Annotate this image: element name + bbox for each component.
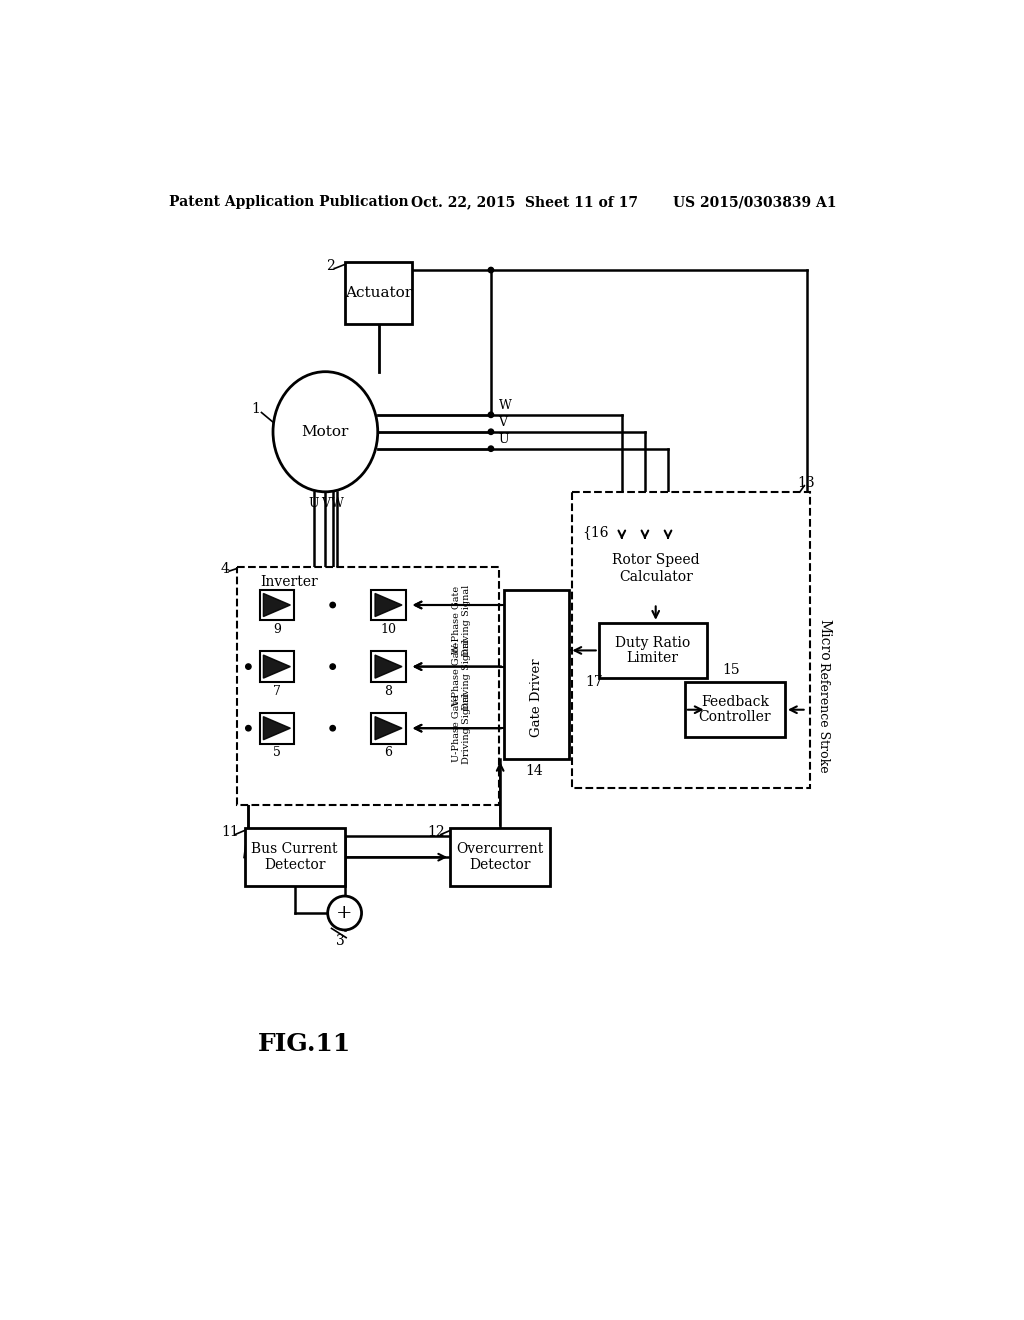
Bar <box>371 590 406 620</box>
Polygon shape <box>263 594 291 616</box>
Text: Duty Ratio: Duty Ratio <box>615 636 690 649</box>
Circle shape <box>246 726 251 731</box>
Ellipse shape <box>273 372 378 492</box>
Text: 10: 10 <box>381 623 396 636</box>
Circle shape <box>488 429 494 434</box>
Text: +: + <box>336 904 353 921</box>
Text: Detector: Detector <box>469 858 530 873</box>
Text: U: U <box>308 496 319 510</box>
Bar <box>599 623 707 678</box>
Bar <box>451 829 550 886</box>
Text: V: V <box>321 496 330 510</box>
Text: 1: 1 <box>252 401 260 416</box>
Polygon shape <box>375 655 402 678</box>
Bar <box>245 829 345 886</box>
Bar <box>259 651 294 682</box>
Text: FIG.11: FIG.11 <box>258 1032 351 1056</box>
Bar <box>504 590 569 759</box>
Text: W: W <box>331 496 343 510</box>
Bar <box>345 263 413 323</box>
Text: 2: 2 <box>327 259 335 273</box>
Text: V: V <box>499 416 508 429</box>
Text: Controller: Controller <box>698 710 771 725</box>
Circle shape <box>246 664 251 669</box>
Circle shape <box>330 726 336 731</box>
Bar <box>685 682 785 738</box>
Bar <box>237 566 499 805</box>
Polygon shape <box>263 655 291 678</box>
Bar <box>571 492 810 788</box>
Text: U-Phase Gate
Driving Signal: U-Phase Gate Driving Signal <box>452 693 471 764</box>
Text: 17: 17 <box>585 675 602 689</box>
Text: 8: 8 <box>384 685 392 698</box>
Text: 14: 14 <box>525 763 543 777</box>
Text: Bus Current: Bus Current <box>251 842 338 857</box>
Circle shape <box>488 412 494 417</box>
Text: Rotor Speed: Rotor Speed <box>612 553 699 568</box>
Text: 12: 12 <box>427 825 445 840</box>
Bar <box>259 590 294 620</box>
Bar <box>371 651 406 682</box>
Text: US 2015/0303839 A1: US 2015/0303839 A1 <box>673 195 836 210</box>
Text: Detector: Detector <box>264 858 326 873</box>
Circle shape <box>328 896 361 929</box>
Text: Overcurrent: Overcurrent <box>457 842 544 857</box>
Text: Micro: Micro <box>817 619 831 661</box>
Text: 9: 9 <box>273 623 281 636</box>
Bar <box>371 713 406 743</box>
Text: 11: 11 <box>222 825 240 840</box>
Bar <box>599 536 713 603</box>
Circle shape <box>330 602 336 607</box>
Text: 6: 6 <box>384 746 392 759</box>
Text: 7: 7 <box>273 685 281 698</box>
Text: 5: 5 <box>273 746 281 759</box>
Text: 15: 15 <box>722 664 740 677</box>
Text: Motor: Motor <box>302 425 349 438</box>
Bar <box>259 713 294 743</box>
Text: W-Phase Gate
Driving Signal: W-Phase Gate Driving Signal <box>452 585 471 656</box>
Circle shape <box>330 664 336 669</box>
Text: Calculator: Calculator <box>618 570 692 585</box>
Text: Limiter: Limiter <box>627 651 679 665</box>
Text: Reference Stroke: Reference Stroke <box>817 663 830 772</box>
Text: W: W <box>499 399 512 412</box>
Text: 4: 4 <box>221 562 229 576</box>
Polygon shape <box>263 717 291 739</box>
Text: 3: 3 <box>337 935 345 949</box>
Polygon shape <box>375 594 402 616</box>
Text: Patent Application Publication: Patent Application Publication <box>169 195 409 210</box>
Text: Actuator: Actuator <box>345 286 412 300</box>
Polygon shape <box>375 717 402 739</box>
Text: Inverter: Inverter <box>260 576 317 589</box>
Text: U: U <box>499 433 509 446</box>
Circle shape <box>488 446 494 451</box>
Text: V-Phase Gate
Driving Signal: V-Phase Gate Driving Signal <box>452 639 471 710</box>
Text: 13: 13 <box>798 475 815 490</box>
Text: {16: {16 <box>582 525 608 539</box>
Circle shape <box>488 268 494 273</box>
Text: Gate Driver: Gate Driver <box>530 659 544 737</box>
Text: Feedback: Feedback <box>701 696 769 709</box>
Text: Oct. 22, 2015  Sheet 11 of 17: Oct. 22, 2015 Sheet 11 of 17 <box>412 195 638 210</box>
